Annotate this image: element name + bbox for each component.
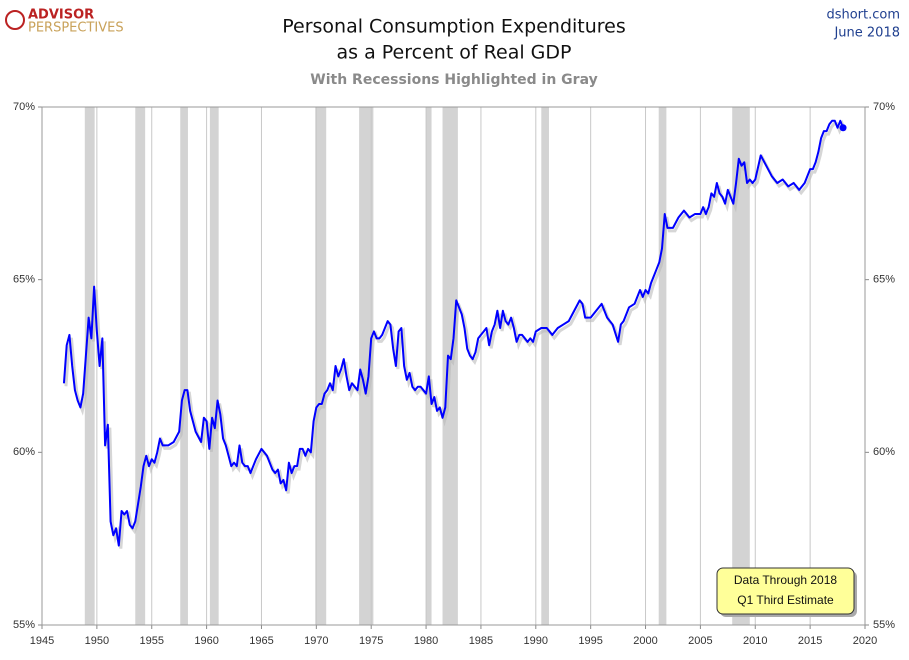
annotation-box [716, 567, 855, 615]
recession-band [209, 107, 219, 625]
end-marker [839, 124, 847, 132]
chart-title: Personal Consumption Expenditures [282, 16, 626, 38]
x-tick-label: 1970 [304, 635, 328, 647]
y-tick-label: 60% [13, 446, 35, 458]
chart-title-line2: as a Percent of Real GDP [337, 42, 572, 64]
x-tick-label: 2015 [798, 635, 822, 647]
x-tick-label: 1960 [194, 635, 218, 647]
recession-band [359, 107, 374, 625]
recession-band [541, 107, 549, 625]
x-tick-label: 2010 [743, 635, 767, 647]
x-tick-label: 1985 [469, 635, 493, 647]
y2-tick-label: 60% [873, 446, 895, 458]
annotation-text: Q1 Third Estimate [737, 593, 834, 607]
recession-band [84, 107, 95, 625]
data-line [62, 119, 844, 547]
x-tick-label: 1965 [249, 635, 273, 647]
x-tick-label: 1980 [414, 635, 438, 647]
annotation-text: Data Through 2018 [734, 573, 838, 587]
x-tick-label: 2000 [633, 635, 657, 647]
recession-band [135, 107, 146, 625]
x-tick-label: 2020 [853, 635, 877, 647]
y2-tick-label: 65% [873, 274, 895, 286]
y-tick-label: 65% [13, 274, 35, 286]
x-tick-label: 1945 [30, 635, 54, 647]
source: dshort.com [826, 8, 900, 23]
plot-border [41, 106, 866, 626]
x-tick-label: 1950 [85, 635, 109, 647]
y2-tick-label: 70% [873, 101, 895, 113]
y-tick-label: 70% [13, 101, 35, 113]
y2-tick-label: 55% [873, 619, 895, 631]
logo-icon [5, 10, 25, 30]
recession-band [426, 107, 432, 625]
x-tick-label: 1995 [578, 635, 602, 647]
y-tick-label: 55% [13, 619, 35, 631]
recession-band [732, 107, 750, 625]
logo-bottom: PERSPECTIVES [28, 21, 124, 36]
x-tick-label: 2005 [688, 635, 712, 647]
x-tick-label: 1955 [139, 635, 163, 647]
x-tick-label: 1990 [524, 635, 548, 647]
recession-band [180, 107, 188, 625]
recession-band [315, 107, 327, 625]
logo-top: ADVISOR [28, 8, 94, 23]
x-tick-label: 1975 [359, 635, 383, 647]
chart-subtitle: With Recessions Highlighted in Gray [310, 72, 597, 88]
recession-band [658, 107, 667, 625]
date: June 2018 [833, 26, 900, 41]
